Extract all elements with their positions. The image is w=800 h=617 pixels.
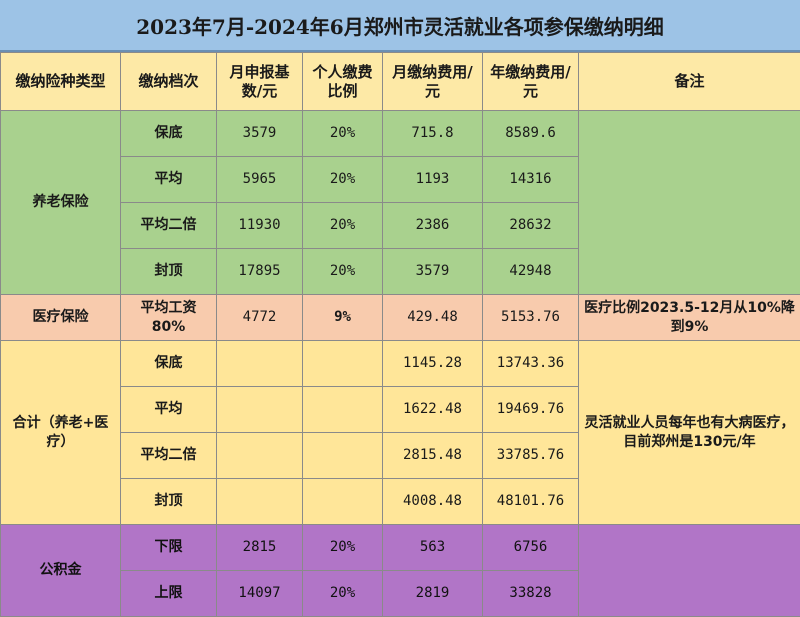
yearly-cell: 28632 <box>483 203 579 249</box>
rate-cell: 20% <box>303 203 383 249</box>
pension-note <box>579 111 800 295</box>
tier-cell: 封顶 <box>121 249 217 295</box>
total-note: 灵活就业人员每年也有大病医疗，目前郑州是130元/年 <box>579 341 800 525</box>
tier-cell: 平均工资80% <box>121 295 217 341</box>
rate-cell <box>303 341 383 387</box>
header-tier: 缴纳档次 <box>121 53 217 111</box>
monthly-cell: 3579 <box>383 249 483 295</box>
yearly-cell: 14316 <box>483 157 579 203</box>
base-cell: 11930 <box>217 203 303 249</box>
tier-cell: 平均二倍 <box>121 433 217 479</box>
base-cell <box>217 387 303 433</box>
monthly-cell: 4008.48 <box>383 479 483 525</box>
medical-label: 医疗保险 <box>1 295 121 341</box>
monthly-cell: 429.48 <box>383 295 483 341</box>
base-cell: 4772 <box>217 295 303 341</box>
table-row: 养老保险 保底 3579 20% 715.8 8589.6 <box>1 111 800 157</box>
base-cell <box>217 433 303 479</box>
rate-cell: 20% <box>303 249 383 295</box>
header-yearly: 年缴纳费用/元 <box>483 53 579 111</box>
yearly-cell: 19469.76 <box>483 387 579 433</box>
header-base: 月申报基数/元 <box>217 53 303 111</box>
sheet-title: 2023年7月-2024年6月郑州市灵活就业各项参保缴纳明细 <box>0 0 800 52</box>
table-row: 公积金 下限 2815 20% 563 6756 <box>1 525 800 571</box>
base-cell: 17895 <box>217 249 303 295</box>
monthly-cell: 2815.48 <box>383 433 483 479</box>
yearly-cell: 8589.6 <box>483 111 579 157</box>
header-rate: 个人缴费比例 <box>303 53 383 111</box>
base-cell: 14097 <box>217 571 303 617</box>
table-row: 合计（养老+医疗） 保底 1145.28 13743.36 灵活就业人员每年也有… <box>1 341 800 387</box>
base-cell <box>217 341 303 387</box>
tier-cell: 平均二倍 <box>121 203 217 249</box>
tier-cell: 上限 <box>121 571 217 617</box>
monthly-cell: 715.8 <box>383 111 483 157</box>
fund-label: 公积金 <box>1 525 121 617</box>
base-cell: 5965 <box>217 157 303 203</box>
tier-cell: 保底 <box>121 341 217 387</box>
rate-cell: 9% <box>303 295 383 341</box>
header-monthly: 月缴纳费用/元 <box>383 53 483 111</box>
yearly-cell: 48101.76 <box>483 479 579 525</box>
yearly-cell: 6756 <box>483 525 579 571</box>
rate-cell: 20% <box>303 571 383 617</box>
header-note: 备注 <box>579 53 800 111</box>
rate-cell: 20% <box>303 525 383 571</box>
header-row: 缴纳险种类型 缴纳档次 月申报基数/元 个人缴费比例 月缴纳费用/元 年缴纳费用… <box>1 53 800 111</box>
contribution-table: 缴纳险种类型 缴纳档次 月申报基数/元 个人缴费比例 月缴纳费用/元 年缴纳费用… <box>0 52 800 617</box>
tier-cell: 下限 <box>121 525 217 571</box>
base-cell <box>217 479 303 525</box>
monthly-cell: 1193 <box>383 157 483 203</box>
table-row: 医疗保险 平均工资80% 4772 9% 429.48 5153.76 医疗比例… <box>1 295 800 341</box>
rate-cell <box>303 387 383 433</box>
pension-label: 养老保险 <box>1 111 121 295</box>
yearly-cell: 42948 <box>483 249 579 295</box>
rate-cell: 20% <box>303 111 383 157</box>
tier-cell: 封顶 <box>121 479 217 525</box>
monthly-cell: 2386 <box>383 203 483 249</box>
medical-note: 医疗比例2023.5-12月从10%降到9% <box>579 295 800 341</box>
tier-cell: 保底 <box>121 111 217 157</box>
yearly-cell: 5153.76 <box>483 295 579 341</box>
rate-cell <box>303 479 383 525</box>
monthly-cell: 2819 <box>383 571 483 617</box>
rate-cell <box>303 433 383 479</box>
monthly-cell: 563 <box>383 525 483 571</box>
yearly-cell: 33785.76 <box>483 433 579 479</box>
total-label: 合计（养老+医疗） <box>1 341 121 525</box>
yearly-cell: 33828 <box>483 571 579 617</box>
monthly-cell: 1145.28 <box>383 341 483 387</box>
tier-cell: 平均 <box>121 157 217 203</box>
tier-cell: 平均 <box>121 387 217 433</box>
rate-cell: 20% <box>303 157 383 203</box>
monthly-cell: 1622.48 <box>383 387 483 433</box>
yearly-cell: 13743.36 <box>483 341 579 387</box>
header-type: 缴纳险种类型 <box>1 53 121 111</box>
base-cell: 2815 <box>217 525 303 571</box>
base-cell: 3579 <box>217 111 303 157</box>
fund-note <box>579 525 800 617</box>
